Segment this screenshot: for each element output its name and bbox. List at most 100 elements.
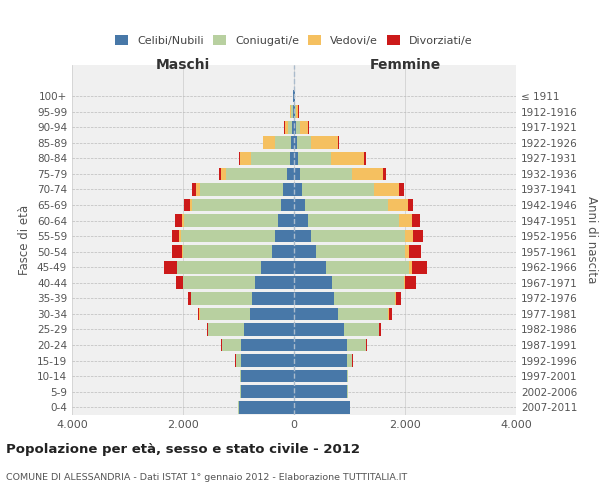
Bar xyxy=(191,292,253,304)
Bar xyxy=(347,338,366,351)
Bar xyxy=(183,246,272,258)
Bar xyxy=(352,168,383,180)
Bar xyxy=(184,214,278,227)
Bar xyxy=(364,152,366,164)
Bar xyxy=(244,323,294,336)
Bar xyxy=(409,261,412,274)
Bar xyxy=(183,276,255,289)
Bar xyxy=(263,136,275,149)
Bar xyxy=(294,276,332,289)
Bar xyxy=(412,214,420,227)
Bar xyxy=(182,246,183,258)
Bar xyxy=(294,246,316,258)
Bar xyxy=(294,214,308,227)
Bar xyxy=(260,261,294,274)
Bar xyxy=(294,338,347,351)
Bar xyxy=(182,214,184,227)
Bar xyxy=(294,198,305,211)
Bar xyxy=(275,230,294,242)
Bar xyxy=(294,354,347,367)
Bar xyxy=(294,230,311,242)
Bar xyxy=(338,308,388,320)
Bar xyxy=(332,276,404,289)
Bar xyxy=(250,308,294,320)
Bar xyxy=(305,198,388,211)
Bar xyxy=(294,183,302,196)
Bar xyxy=(287,168,294,180)
Bar xyxy=(408,198,413,211)
Bar xyxy=(241,370,294,382)
Bar xyxy=(316,246,405,258)
Bar xyxy=(291,106,293,118)
Bar xyxy=(251,152,290,164)
Text: Maschi: Maschi xyxy=(156,58,210,72)
Bar xyxy=(200,308,250,320)
Bar xyxy=(395,292,396,304)
Bar xyxy=(405,230,413,242)
Bar xyxy=(299,121,308,134)
Bar xyxy=(253,292,294,304)
Bar xyxy=(334,292,395,304)
Bar xyxy=(239,401,294,413)
Bar xyxy=(219,168,221,180)
Bar xyxy=(347,354,352,367)
Text: Femmine: Femmine xyxy=(370,58,440,72)
Bar xyxy=(275,136,291,149)
Bar xyxy=(347,386,348,398)
Bar xyxy=(405,276,416,289)
Bar xyxy=(196,183,200,196)
Bar xyxy=(236,354,241,367)
Bar xyxy=(239,370,241,382)
Bar xyxy=(308,214,400,227)
Bar xyxy=(290,152,294,164)
Bar xyxy=(294,308,338,320)
Bar xyxy=(188,292,191,304)
Bar xyxy=(193,198,281,211)
Bar xyxy=(240,386,241,398)
Bar xyxy=(344,323,379,336)
Bar xyxy=(294,323,344,336)
Bar xyxy=(412,261,427,274)
Bar xyxy=(405,246,409,258)
Bar xyxy=(181,230,275,242)
Bar xyxy=(379,323,381,336)
Bar xyxy=(292,121,294,134)
Bar xyxy=(190,198,193,211)
Bar xyxy=(294,106,295,118)
Legend: Celibi/Nubili, Coniugati/e, Vedovi/e, Divorziati/e: Celibi/Nubili, Coniugati/e, Vedovi/e, Di… xyxy=(111,30,477,50)
Bar xyxy=(296,106,298,118)
Bar xyxy=(388,198,408,211)
Bar xyxy=(294,136,297,149)
Bar xyxy=(298,152,331,164)
Bar xyxy=(290,106,291,118)
Bar xyxy=(222,338,241,351)
Bar xyxy=(311,230,405,242)
Bar xyxy=(347,370,349,382)
Bar xyxy=(241,386,294,398)
Bar xyxy=(297,136,311,149)
Bar xyxy=(294,121,296,134)
Y-axis label: Anni di nascita: Anni di nascita xyxy=(586,196,598,284)
Bar xyxy=(255,276,294,289)
Bar xyxy=(176,276,183,289)
Bar xyxy=(409,246,421,258)
Bar xyxy=(239,152,251,164)
Bar xyxy=(296,121,299,134)
Bar xyxy=(192,183,196,196)
Bar xyxy=(295,106,296,118)
Bar xyxy=(284,121,288,134)
Bar xyxy=(400,214,412,227)
Bar xyxy=(383,168,386,180)
Bar xyxy=(241,338,294,351)
Bar xyxy=(221,168,226,180)
Bar xyxy=(299,168,352,180)
Bar xyxy=(389,308,392,320)
Bar xyxy=(326,261,409,274)
Bar xyxy=(281,198,294,211)
Bar xyxy=(200,183,283,196)
Bar xyxy=(172,230,179,242)
Bar xyxy=(413,230,423,242)
Bar xyxy=(226,168,287,180)
Bar xyxy=(179,230,181,242)
Bar xyxy=(184,198,190,211)
